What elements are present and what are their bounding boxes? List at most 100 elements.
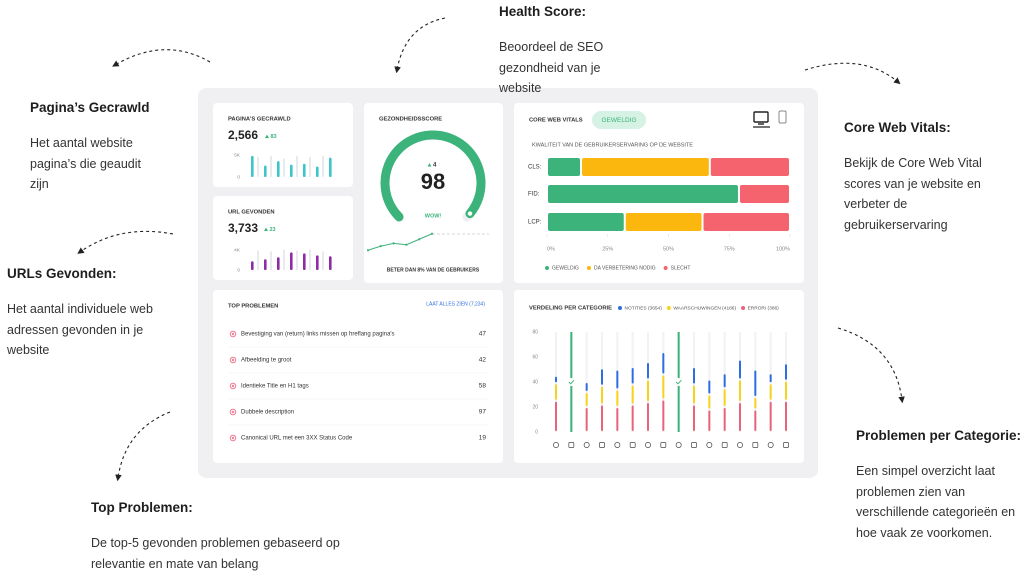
- error-icon-x: [231, 410, 235, 414]
- legend-dot: [545, 266, 549, 270]
- bar: [316, 166, 319, 177]
- category-icon: [721, 442, 728, 448]
- problem-text: Dubbele description: [241, 410, 294, 416]
- x-tick-label: 0%: [547, 246, 555, 252]
- annotation-title: Pagina’s Gecrawld: [30, 100, 150, 115]
- bar: [257, 250, 259, 270]
- arrow: [837, 327, 905, 404]
- annotation-title: Core Web Vitals:: [844, 120, 951, 135]
- panel: [213, 290, 503, 463]
- y-tick-label: 60: [532, 354, 538, 360]
- category-icon: [737, 442, 743, 448]
- view-all-link[interactable]: LAAT ALLES ZIEN (7,234): [426, 301, 485, 307]
- bar: [251, 261, 254, 270]
- category-icon: [660, 442, 667, 448]
- problem-count: 19: [479, 435, 487, 442]
- bar: [329, 256, 332, 270]
- category-icon: [553, 442, 559, 448]
- bar-segment: [582, 158, 709, 176]
- x-tick-label: 75%: [724, 246, 735, 252]
- annotation-text: Een simpel overzicht laat problemen zien…: [856, 464, 1016, 540]
- problem-text: Identieke Title en H1 tags: [241, 384, 309, 390]
- mobile-icon[interactable]: [778, 110, 787, 124]
- bar-segment: [548, 213, 624, 231]
- y-tick-label: 0: [237, 174, 240, 180]
- panel: [213, 103, 353, 187]
- legend-label: GEWELDIG: [552, 266, 579, 272]
- x-tick-label: 25%: [602, 246, 613, 252]
- problem-text: Canonical URL met een 3XX Status Code: [241, 436, 353, 442]
- legend-dot: [586, 266, 591, 270]
- badge: GEWELDIG: [601, 117, 636, 124]
- score: 98: [421, 169, 445, 194]
- legend-dot: [741, 306, 746, 310]
- legend-label: SLECHT: [671, 266, 691, 272]
- category-icon: [706, 442, 713, 448]
- desktop-icon[interactable]: [753, 111, 769, 123]
- annotation-title: Top Problemen:: [91, 500, 193, 515]
- panel-title: GEZONDHEIDSSCORE: [379, 117, 442, 123]
- trend-point: [418, 238, 421, 241]
- bar: [309, 249, 311, 270]
- legend-label: NOTITIES (3654): [625, 306, 663, 312]
- row-label: CLS:: [528, 165, 542, 171]
- bar-segment: [625, 213, 702, 231]
- annotation-text: Beoordeel de SEO gezondheid van je websi…: [499, 40, 604, 95]
- annotation-title: Health Score:: [499, 4, 587, 19]
- up-arrow: [265, 134, 269, 138]
- bar: [316, 255, 319, 270]
- panel-title: VERDELING PER CATEGORIE: [529, 306, 612, 312]
- bar: [283, 158, 285, 177]
- bar-segment: [703, 213, 789, 231]
- bar: [290, 252, 293, 270]
- gauge-knob: [466, 209, 474, 218]
- check-mark: [568, 379, 575, 385]
- bar: [322, 155, 324, 177]
- arrow: [394, 17, 446, 74]
- bar: [322, 251, 324, 270]
- annotation: Top Problemen: De top-5 gevonden probleme…: [91, 500, 341, 574]
- error-icon: [229, 356, 237, 364]
- annotation-text: Het aantal website pagina’s die geaudit …: [30, 136, 141, 191]
- badge: WOW!: [425, 213, 442, 219]
- category-icon: [645, 442, 651, 448]
- y-tick-label: 0: [237, 267, 240, 273]
- check-bg: [567, 378, 576, 386]
- bar-segment: [739, 185, 789, 203]
- panel-title: CORE WEB VITALS: [529, 118, 583, 124]
- gauge-arc: [380, 130, 486, 222]
- panel-title: PAGINA’S GECRAWLD: [228, 117, 291, 123]
- category-icon: [629, 442, 636, 448]
- annotation: Health Score: Beoordeel de SEO gezondheid…: [499, 4, 627, 99]
- error-icon: [229, 382, 237, 390]
- arrow: [112, 49, 211, 67]
- bar: [296, 155, 298, 177]
- panel-title: TOP PROBLEMEN: [228, 304, 278, 310]
- arrow: [804, 62, 901, 85]
- bar: [264, 259, 267, 270]
- category-icon: [599, 442, 605, 448]
- y-tick-label: 4K: [234, 248, 241, 254]
- y-tick-label: 20: [532, 404, 538, 410]
- annotation-text: Bekijk de Core Web Vital scores van je w…: [844, 156, 982, 232]
- delta: 23: [270, 227, 276, 233]
- top-panel: TOP PROBLEMEN LAAT ALLES ZIEN (7,234) Be…: [213, 290, 503, 463]
- row-label: LCP:: [528, 220, 542, 226]
- up-arrow: [264, 227, 268, 231]
- y-tick-label: 80: [532, 329, 538, 335]
- bar: [277, 257, 280, 270]
- problem-count: 58: [479, 383, 487, 390]
- device-icons: [753, 110, 787, 128]
- problem-text: Afbeelding te groot: [241, 358, 292, 364]
- annotation-title: URLs Gevonden:: [7, 266, 117, 281]
- footer: BETER DAN 8% VAN DE GEBRUIKERS: [387, 267, 480, 273]
- bar-segment: [548, 185, 738, 203]
- urls-panel: URL GEVONDEN 3,733 23 4K 0: [213, 196, 353, 280]
- legend-label: WAARSCHUWINGEN (4186): [673, 306, 736, 312]
- bar: [270, 251, 272, 270]
- arrows: [77, 17, 905, 482]
- problem-count: 42: [479, 357, 487, 364]
- annotation-text: Het aantal individuele web adressen gevo…: [7, 302, 153, 357]
